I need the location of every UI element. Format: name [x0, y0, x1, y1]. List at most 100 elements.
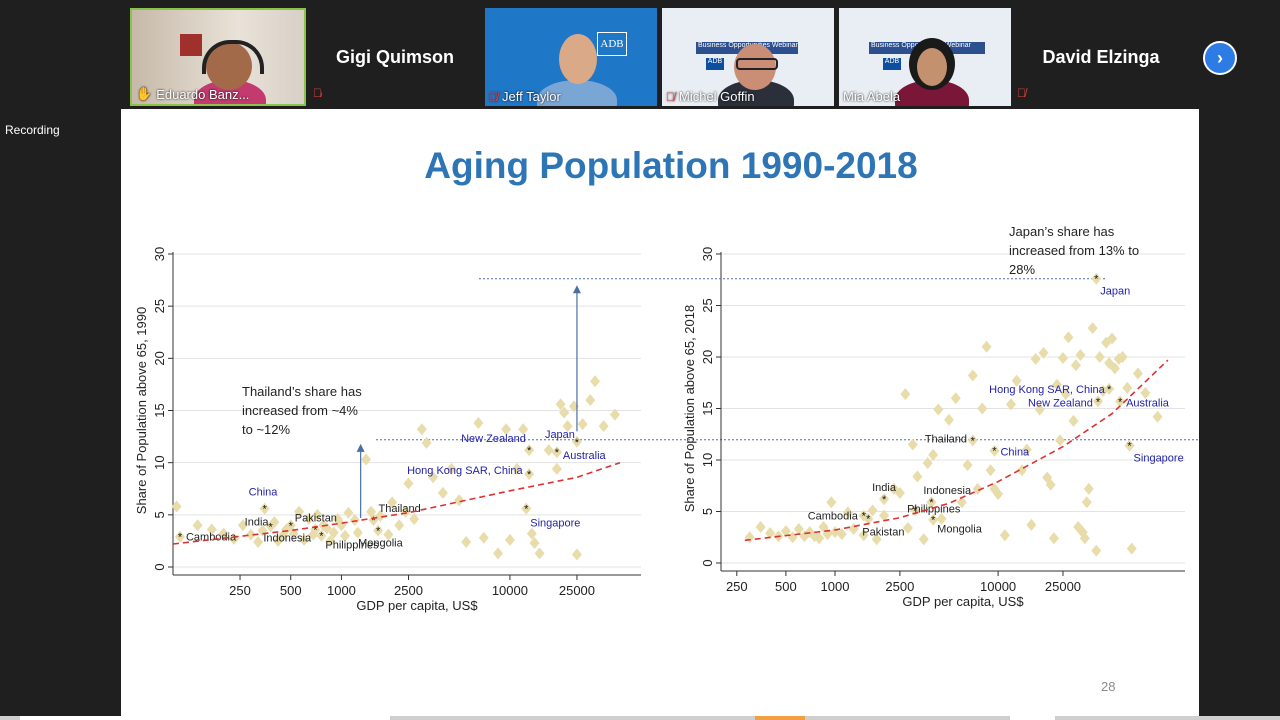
point-marker: *: [882, 494, 887, 506]
participant-name-michel: 🎙̸ Michel Goffin: [666, 89, 755, 104]
toolbar-segment: [1010, 716, 1055, 720]
data-point: [340, 529, 351, 542]
data-point: [361, 453, 372, 466]
data-point: [956, 496, 967, 509]
data-point: [245, 528, 256, 541]
data-point: [421, 436, 432, 449]
point-marker: *: [913, 505, 918, 517]
x-tick-label: 10000: [980, 579, 1016, 594]
data-point: [473, 417, 484, 430]
participant-tile-eduardo[interactable]: ✋ Eduardo Banz...: [130, 8, 306, 106]
point-label: Hong Kong SAR, China: [989, 384, 1105, 396]
data-point: [1073, 520, 1084, 533]
data-point-labeled: [524, 444, 535, 457]
participant-tile-michel[interactable]: Business Opportunities Webinar ADB 🎙̸Mic…: [662, 8, 834, 106]
data-point: [192, 519, 203, 532]
participant-tile-jeff[interactable]: ADB 🎙̸ Jeff Taylor: [485, 8, 657, 106]
data-point: [228, 532, 239, 545]
point-label: China: [249, 487, 279, 499]
data-point: [1055, 434, 1066, 447]
data-point: [504, 533, 515, 546]
point-marker: *: [931, 515, 936, 527]
data-point: [387, 496, 398, 509]
point-label: Mongolia: [937, 524, 983, 536]
point-label: Japan: [545, 429, 575, 441]
data-point: [237, 519, 248, 532]
data-point: [936, 512, 947, 525]
data-point: [294, 505, 305, 518]
point-label: Australia: [1126, 397, 1170, 409]
data-point: [534, 547, 545, 560]
point-marker: *: [971, 435, 976, 447]
data-point: [303, 513, 314, 526]
data-point: [814, 532, 825, 545]
data-point: [400, 505, 411, 518]
adb-logo-box: ADB: [883, 58, 901, 70]
data-point: [1060, 388, 1071, 401]
data-point: [1126, 542, 1137, 555]
data-point: [836, 528, 847, 541]
point-marker: *: [376, 525, 381, 537]
data-point: [585, 394, 596, 407]
y-tick-label: 25: [700, 298, 715, 312]
data-point: [858, 529, 869, 542]
participant-tile-gigi[interactable]: Gigi Quimson: [322, 8, 468, 106]
data-point: [1048, 532, 1059, 545]
y-tick-label: 5: [700, 508, 715, 515]
point-label: India: [245, 516, 270, 528]
data-point: [437, 486, 448, 499]
muted-mic-icon: 🎙̸: [313, 86, 322, 100]
annotation-thailand: Thailand’s share has increased from ~4% to…: [242, 384, 362, 437]
data-point-labeled: [1104, 382, 1115, 395]
data-point: [366, 505, 377, 518]
point-label: Australia: [563, 450, 607, 462]
data-point: [1038, 346, 1049, 359]
point-marker: *: [289, 520, 294, 532]
data-point: [1079, 532, 1090, 545]
data-point-labeled: [571, 435, 582, 448]
data-point: [529, 537, 540, 550]
data-point: [780, 525, 791, 538]
data-point: [922, 457, 933, 470]
data-point: [409, 513, 420, 526]
data-point: [842, 506, 853, 519]
shared-slide: Aging Population 1990-2018 0 5 10 15 20 25 30 2…: [121, 109, 1199, 716]
participant-tile-david[interactable]: David Elzinga: [1030, 8, 1172, 106]
data-point-labeled: [285, 519, 296, 532]
point-label: Philippines: [907, 503, 961, 515]
data-point: [1021, 443, 1032, 456]
adb-logo-box: ADB: [597, 32, 627, 56]
data-point: [1026, 518, 1037, 531]
participant-name-mia: Mia Abela: [843, 89, 901, 104]
data-point-labeled: [551, 446, 562, 459]
next-participants-button[interactable]: ›: [1203, 41, 1237, 75]
data-point: [1063, 331, 1074, 344]
participant-tile-mia[interactable]: Business Opportunities Webinar ADB Mia A…: [839, 8, 1011, 106]
point-label: Singapore: [1134, 453, 1184, 465]
point-label: Philippines: [325, 540, 379, 552]
point-label: Indonesia: [263, 532, 312, 544]
data-point: [555, 398, 566, 411]
y-axis-label: Share of Population above 65, 2018: [682, 305, 697, 512]
data-point: [894, 486, 905, 499]
annotation-line: Japan’s share has: [1009, 224, 1115, 239]
muted-mic-icon: 🎙̸: [666, 89, 675, 104]
point-marker: *: [269, 521, 274, 533]
point-marker: *: [992, 446, 997, 458]
data-point: [171, 500, 182, 513]
muted-mic-icon: 🎙̸: [489, 89, 498, 104]
data-point: [206, 523, 217, 536]
y-tick-label: 0: [152, 563, 167, 570]
data-point: [1057, 352, 1068, 365]
y-tick-label: 20: [152, 351, 167, 365]
point-marker: *: [371, 515, 376, 527]
point-label: Pakistan: [295, 512, 337, 524]
data-point-labeled: [174, 530, 185, 543]
trend-line: [744, 359, 1169, 542]
data-point: [428, 471, 439, 484]
data-point: [493, 547, 504, 560]
point-marker: *: [527, 445, 532, 457]
data-point: [1070, 359, 1081, 372]
y-tick-label: 0: [700, 559, 715, 566]
